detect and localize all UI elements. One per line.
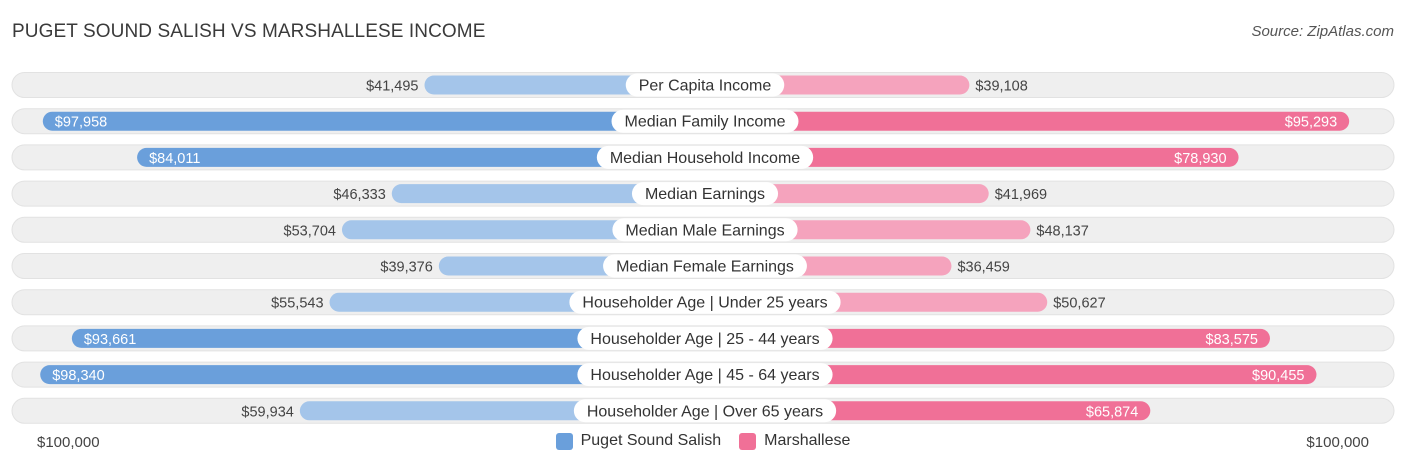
bar-puget-sound-salish [137,147,706,167]
category-pill [611,109,799,133]
value-label-puget-sound-salish: $98,340 [52,368,104,384]
bar-puget-sound-salish [391,184,705,204]
bar-marshallese [705,328,1270,348]
category-label: Median Female Earnings [616,259,794,276]
value-label-puget-sound-salish: $53,704 [284,223,336,239]
legend-label-left: Puget Sound Salish [580,432,722,449]
category-label: Median Earnings [645,186,765,203]
value-label-marshallese: $65,874 [1086,404,1138,420]
category-label: Householder Age | 25 - 44 years [590,331,819,348]
category-label: Median Household Income [610,150,800,167]
axis-right-label: $100,000 [1306,434,1369,451]
value-label-marshallese: $83,575 [1206,332,1258,348]
bar-marshallese [705,365,1317,385]
category-pill [577,363,833,387]
category-label: Householder Age | Over 65 years [587,403,823,420]
bar-puget-sound-salish [40,365,705,385]
bar-marshallese [705,111,1350,131]
value-label-marshallese: $39,108 [975,79,1027,95]
value-label-marshallese: $95,293 [1285,115,1337,131]
bar-puget-sound-salish [42,111,706,131]
legend-label-right: Marshallese [764,432,851,449]
category-label: Median Family Income [625,114,786,131]
legend-item-marshallese[interactable]: Marshallese [739,432,850,450]
legend-item-puget-sound-salish[interactable]: Puget Sound Salish [555,432,722,450]
value-label-puget-sound-salish: $84,011 [149,151,200,167]
value-label-puget-sound-salish: $55,543 [271,296,323,312]
category-pill [625,73,785,97]
category-label: Median Male Earnings [625,222,784,239]
category-pill [569,290,841,314]
legend-swatch-left [555,432,573,450]
chart-title: PUGET SOUND SALISH VS MARSHALLESE INCOME [12,21,486,42]
value-label-marshallese: $41,969 [995,187,1047,203]
category-label: Householder Age | Under 25 years [582,295,827,312]
value-label-marshallese: $48,137 [1036,223,1088,239]
source-label: Source: ZipAtlas.com [1251,23,1394,40]
value-label-puget-sound-salish: $59,934 [241,404,293,420]
bar-puget-sound-salish [71,328,706,348]
category-pill [612,218,798,242]
category-label: Householder Age | 45 - 64 years [590,367,819,384]
value-label-marshallese: $50,627 [1053,296,1105,312]
category-pill [573,399,837,423]
category-pill [603,254,807,278]
value-label-puget-sound-salish: $41,495 [366,79,418,95]
legend-swatch-right [739,432,757,450]
category-pill [631,182,779,206]
category-label: Per Capita Income [639,78,772,95]
category-pill [577,326,833,350]
axis-left-label: $100,000 [37,434,100,451]
value-label-puget-sound-salish: $93,661 [84,332,136,348]
value-label-puget-sound-salish: $46,333 [333,187,385,203]
income-chart: $41,495 $39,108 Per Capita Income $97,958 $9… [11,72,1395,424]
value-label-marshallese: $36,459 [957,260,1009,276]
value-label-puget-sound-salish: $97,958 [55,115,107,131]
bar-marshallese [705,147,1239,167]
value-label-marshallese: $90,455 [1252,368,1304,384]
value-label-marshallese: $78,930 [1174,151,1226,167]
legend: Puget Sound Salish Marshallese [0,432,1406,450]
value-label-puget-sound-salish: $39,376 [380,260,432,276]
category-pill [596,145,814,169]
